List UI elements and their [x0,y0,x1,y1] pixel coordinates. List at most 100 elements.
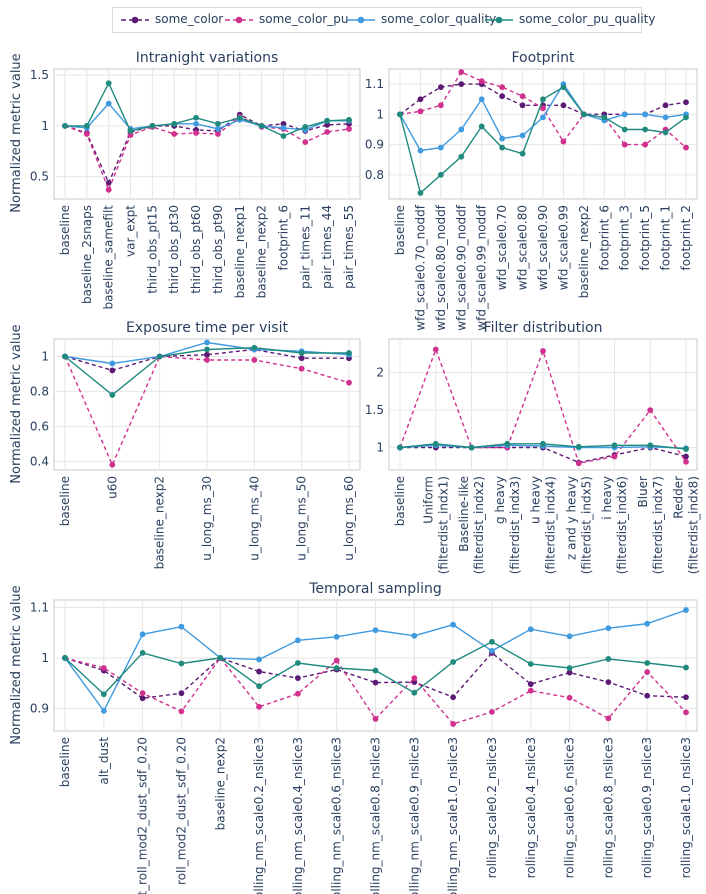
x-tick-label-footprint: wfd_scale0.80_noddf [434,204,448,330]
data-point-some-color [458,81,465,88]
x-tick-label-filter: Uniform [421,476,435,524]
y-tick-label-temporal: 1 [41,651,49,665]
data-point-some-color [294,675,301,681]
series-line-some-color-pu [64,656,687,725]
data-point-some-color-pu-quality [193,114,199,121]
data-point-some-color [204,351,210,358]
legend[interactable]: some_color some_color_pu some_color_qual… [112,7,656,33]
data-point-some-color-pu-quality [298,350,305,356]
data-point-some-color-pu-quality [489,638,495,645]
legend-label-some-color-pu: some_color_pu [259,12,349,26]
data-point-some-color [605,679,612,686]
x-tick-label-intranight: pair_times_11 [298,205,312,289]
data-point-some-color-pu-quality [256,683,262,690]
data-point-some-color-pu-quality [605,656,612,662]
data-point-some-color [644,692,651,699]
legend-label-some-color-quality: some_color_quality [381,12,497,26]
data-point-some-color [178,690,185,697]
chart-title-exposure: Exposure time per visit [126,320,288,336]
data-point-some-color-quality [372,627,379,634]
x-tick-label-temporal: rolling_nm_scale1.0_nslice3 [446,737,460,894]
chart-temporal: 0.9 1 1.1 Temporal sampling baseline alt_dust… [30,581,698,894]
data-point-some-color-pu-quality [647,442,654,449]
x-tick-label-filter: (filterdist_indx3) [508,476,522,574]
data-point-some-color-pu [105,186,112,193]
data-point-some-color [105,179,112,186]
x-tick-label-intranight: baseline_samefilt [102,205,116,310]
chart-footprint: 0.8 0.9 1 1.1 Footprint baseline wfd_scale0.70… [365,50,698,331]
y-tick-label-intranight: 1 [41,119,49,133]
data-point-some-color [566,669,573,676]
x-tick-label-intranight: baseline [58,205,72,255]
data-point-some-color [519,102,526,109]
data-point-some-color-quality [527,626,534,633]
data-point-some-color-quality [256,656,262,663]
data-point-some-color-pu [333,657,340,664]
data-point-some-color-pu [251,357,258,363]
data-point-some-color [683,453,689,460]
x-tick-label-temporal: roll_mod2_dust_sdf_0.20 [174,737,188,885]
x-tick-label-intranight: pair_times_44 [320,205,334,289]
data-point-some-color-pu-quality [258,122,265,129]
data-point-some-color-pu-quality [566,665,573,671]
data-point-some-color-pu-quality [139,650,146,656]
x-tick-label-filter: (filterdist_indx4) [544,476,558,574]
chart-title-temporal: Temporal sampling [308,581,442,597]
data-point-some-color-quality [489,647,495,654]
x-tick-label-filter: (filterdist_indx2) [472,476,486,574]
data-point-some-color-quality [178,623,185,630]
legend-swatch-some-color-quality [347,16,375,24]
data-point-some-color-pu-quality [432,440,439,447]
data-point-some-color-pu [450,721,457,727]
x-tick-label-temporal: rolling_scale0.8_nslice3 [601,737,615,878]
data-point-some-color-pu-quality [217,655,224,661]
data-point-some-color-quality [100,707,107,714]
x-tick-label-footprint: baseline [393,205,407,255]
legend-swatch-some-color [121,16,149,24]
x-tick-label-exposure: baseline_nexp2 [153,476,167,569]
data-point-some-color-quality [642,111,649,118]
legend-label-some-color: some_color [155,12,224,26]
y-tick-label-footprint: 0.9 [365,138,384,152]
x-tick-label-filter: (filterdist_indx1) [436,476,450,574]
y-tick-label-filter: 1 [376,441,384,455]
data-point-some-color-pu [575,460,582,467]
data-point-some-color [662,102,669,109]
data-point-some-color-pu-quality [294,660,301,666]
data-point-some-color [527,681,534,688]
data-point-some-color [560,102,567,109]
x-tick-label-exposure: u_long_ms_30 [200,476,214,561]
plot-area-intranight [53,68,361,200]
x-tick-label-filter: (filterdist_indx8) [687,476,701,574]
data-point-some-color-pu [566,694,573,701]
data-point-some-color-pu-quality [346,350,352,356]
data-point-some-color-pu-quality [105,80,112,87]
x-tick-label-filter: (filterdist_indx6) [615,476,629,574]
data-point-some-color-pu-quality [109,391,116,398]
data-point-some-color-pu-quality [100,691,107,698]
data-point-some-color-pu [215,131,221,137]
legend-label-some-color-pu-quality: some_color_pu_quality [519,12,656,26]
data-point-some-color-pu [298,365,305,372]
data-point-some-color-pu [527,687,534,694]
x-tick-label-filter: (filterdist_indx7) [651,476,665,574]
y-tick-label-intranight: 1.5 [30,68,49,82]
series-line-some-color [64,651,687,700]
data-point-some-color-quality [294,637,301,644]
series-line-some-color-pu [399,347,687,465]
chart-title-footprint: Footprint [511,50,575,66]
x-tick-label-intranight: baseline_2snaps [80,205,94,304]
data-point-some-color [256,668,262,675]
x-tick-label-intranight: baseline_nexp1 [233,205,247,298]
data-point-some-color-quality [519,132,526,139]
data-point-some-color-pu [294,690,301,697]
data-point-some-color-pu [346,126,352,132]
data-point-some-color-quality [499,135,506,142]
data-point-some-color-pu [302,139,309,146]
data-point-some-color-quality [540,114,546,121]
data-point-some-color-pu-quality [468,444,475,451]
x-tick-label-temporal: rolling_scale0.2_nslice3 [485,737,499,878]
x-tick-label-exposure: u_long_ms_50 [295,476,309,561]
data-point-some-color-pu-quality [62,353,68,360]
